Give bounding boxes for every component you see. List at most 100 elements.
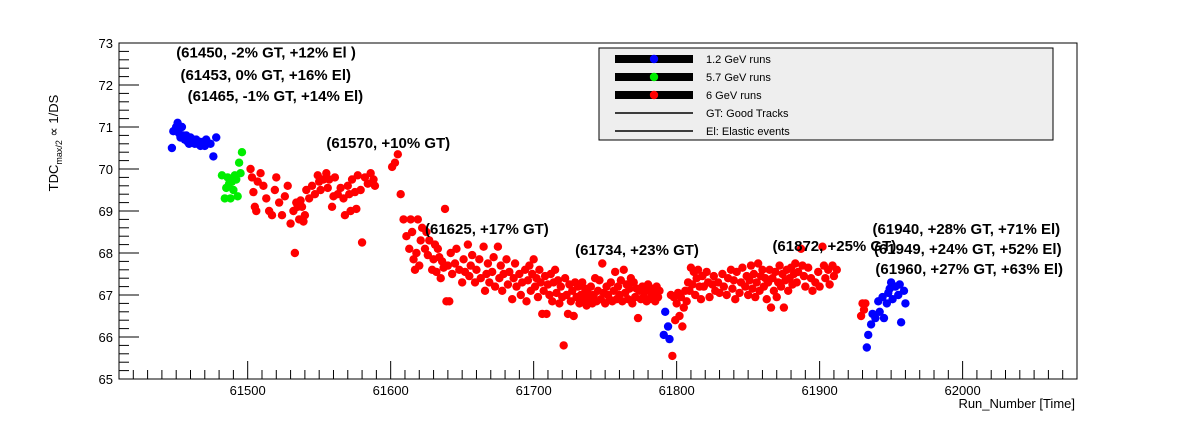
data-point (752, 278, 761, 287)
data-point (415, 261, 424, 270)
data-point (625, 284, 634, 293)
annotation-label: (61453, 0% GT, +16% El) (180, 67, 351, 84)
data-point (412, 248, 421, 258)
axes: 65 66 67 68 69 70 71 72 73 61500 61600 61700 61800 61… (99, 36, 1078, 398)
data-point (483, 259, 493, 268)
legend-label: 6 GeV runs (706, 90, 762, 102)
data-point (508, 295, 517, 304)
data-point (489, 253, 498, 262)
y-axis-title-sub: max/2 (54, 140, 64, 165)
data-point (542, 309, 551, 319)
data-point (307, 181, 317, 190)
data-point (433, 244, 443, 253)
annotations: (61450, -2% GT, +12% El ) (61453, 0% GT, … (176, 45, 1063, 278)
data-point (749, 269, 759, 279)
y-tick-label: 65 (99, 372, 113, 387)
data-point (510, 259, 520, 268)
data-point (619, 265, 628, 274)
data-point (556, 282, 566, 291)
annotation-label: (61949, +24% GT, +52% El) (874, 241, 1062, 258)
annotation-label: (61625, +17% GT) (425, 221, 549, 238)
data-point (693, 265, 703, 274)
data-point (783, 286, 793, 295)
data-point (370, 181, 380, 190)
data-point (300, 211, 310, 220)
series-2 (246, 150, 870, 361)
data-point (523, 276, 533, 285)
x-tick-label: 61500 (230, 383, 266, 398)
data-point (226, 194, 235, 203)
data-point (613, 282, 623, 291)
data-point (233, 192, 242, 201)
data-point (735, 288, 744, 298)
legend-marker (649, 90, 659, 100)
data-point (206, 139, 215, 148)
data-point (229, 185, 238, 195)
data-point (675, 311, 684, 321)
legend-entry: 5.7 GeV runs (615, 72, 771, 84)
data-point (766, 303, 776, 312)
data-point (746, 261, 756, 270)
data-point (832, 265, 841, 274)
legend-label: 1.2 GeV runs (706, 54, 771, 66)
data-point (246, 164, 255, 174)
data-point (696, 295, 706, 304)
annotation-label: (61940, +28% GT, +71% El) (873, 221, 1061, 238)
data-point (496, 261, 505, 270)
legend-label: 5.7 GeV runs (706, 72, 771, 84)
data-point (452, 244, 461, 253)
data-point (728, 284, 737, 293)
data-point (232, 175, 241, 184)
data-point (633, 313, 643, 323)
data-point (741, 282, 750, 291)
data-point (447, 269, 457, 279)
data-point (490, 282, 500, 291)
x-tick-label: 61800 (659, 383, 695, 398)
data-point (771, 267, 780, 277)
y-tick-label: 68 (99, 246, 113, 261)
data-point (463, 240, 473, 249)
data-point (267, 211, 277, 220)
legend-entry: 6 GeV runs (615, 90, 762, 102)
data-point (758, 265, 767, 274)
y-tick-label: 72 (99, 78, 113, 93)
data-point (399, 215, 408, 224)
data-points (167, 118, 910, 361)
annotation-label: (61450, -2% GT, +12% El ) (176, 45, 356, 62)
data-point (209, 152, 218, 161)
data-point (475, 255, 484, 264)
data-point (722, 290, 731, 300)
data-point (829, 271, 839, 281)
data-point (875, 307, 884, 316)
data-point (327, 202, 337, 211)
annotation-label: (61960, +27% GT, +63% El) (875, 261, 1063, 278)
data-point (493, 242, 503, 251)
data-point (862, 343, 872, 352)
data-point (436, 274, 445, 283)
x-tick-label: 62000 (945, 383, 981, 398)
data-point (290, 248, 300, 258)
data-point (598, 259, 607, 268)
data-point (459, 255, 468, 264)
data-point (369, 175, 378, 184)
data-point (679, 303, 688, 312)
x-axis-title: Run_Number [Time] (958, 396, 1075, 411)
data-point (234, 158, 244, 167)
data-point (487, 267, 497, 277)
data-point (277, 211, 287, 220)
data-point (522, 297, 531, 306)
data-point (702, 267, 711, 277)
legend-marker (649, 72, 659, 82)
data-point (779, 303, 789, 312)
data-point (628, 299, 637, 308)
data-point (663, 322, 673, 331)
data-point (535, 265, 544, 274)
data-point (262, 194, 271, 203)
data-point (792, 278, 801, 287)
data-point (769, 286, 779, 295)
annotation-label: (61734, +23% GT) (575, 242, 699, 259)
data-point (555, 299, 564, 308)
data-point (553, 276, 563, 285)
y-axis-title: TDCmax/2 ∝ 1/DS (46, 94, 64, 191)
data-point (595, 276, 604, 285)
